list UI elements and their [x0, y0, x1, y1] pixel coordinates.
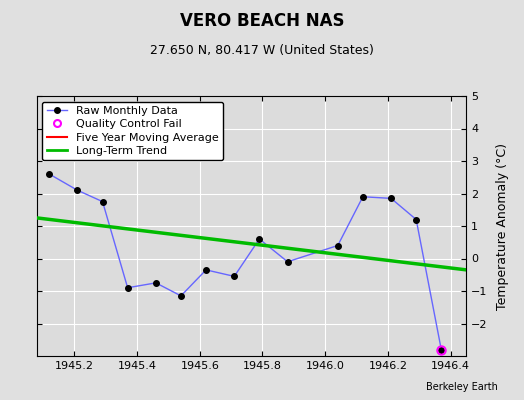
- Text: Berkeley Earth: Berkeley Earth: [426, 382, 498, 392]
- Legend: Raw Monthly Data, Quality Control Fail, Five Year Moving Average, Long-Term Tren: Raw Monthly Data, Quality Control Fail, …: [42, 102, 223, 160]
- Text: VERO BEACH NAS: VERO BEACH NAS: [180, 12, 344, 30]
- Text: 27.650 N, 80.417 W (United States): 27.650 N, 80.417 W (United States): [150, 44, 374, 57]
- Y-axis label: Temperature Anomaly (°C): Temperature Anomaly (°C): [496, 142, 509, 310]
